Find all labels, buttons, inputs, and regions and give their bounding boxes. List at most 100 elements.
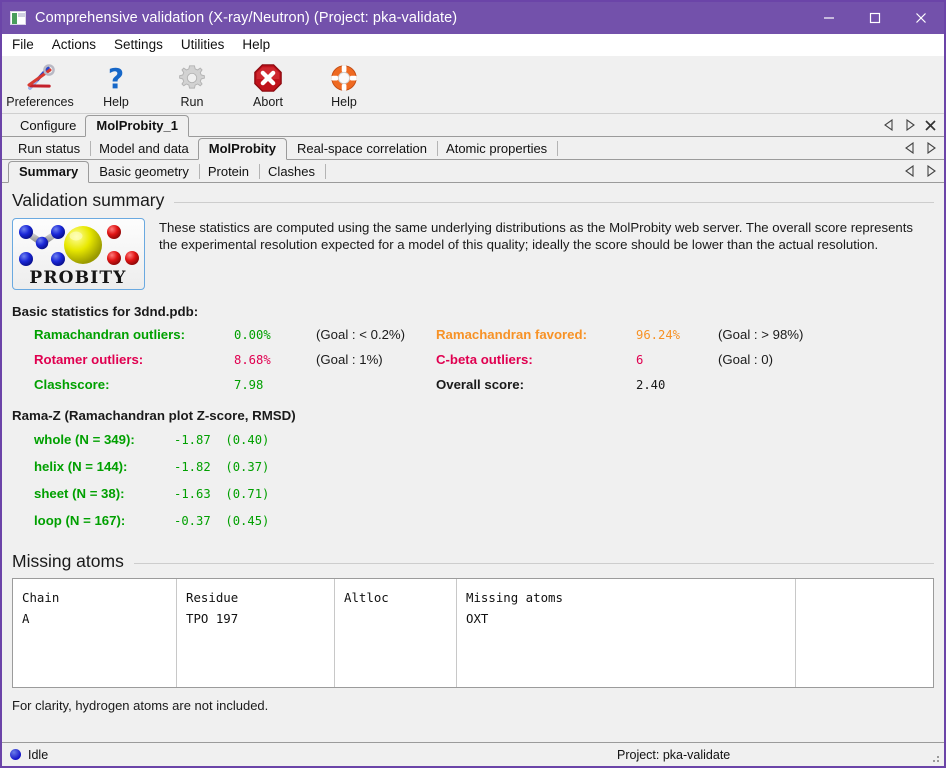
validation-summary-heading: Validation summary [12,183,934,211]
stat-label-rama-favored: Ramachandran favored: [436,327,587,342]
toolbar-help-button[interactable]: ? Help [78,58,154,112]
prev-arrow-icon[interactable] [879,116,898,135]
maximize-button[interactable] [852,2,898,34]
window-controls [806,2,944,34]
tab-spacer [556,138,566,159]
stat-value-rama-outliers: 0.00% [234,328,271,342]
stat-goal-cbeta-outliers: (Goal : 0) [718,352,773,367]
ramaz-value-loop: -0.37 (0.45) [174,514,270,528]
toolbar-help2-button[interactable]: Help [306,58,382,112]
tab-nav-level1 [879,114,944,136]
column-header-altloc: Altloc [344,590,389,605]
resize-grip[interactable] [929,752,941,764]
basic-stats-title: Basic statistics for 3dnd.pdb: [12,304,199,319]
heading-rule [174,201,934,203]
menu-actions[interactable]: Actions [51,37,97,52]
tab-model-and-data[interactable]: Model and data [89,138,198,159]
toolbar-run-button[interactable]: Run [154,58,230,112]
stat-value-rotamer-outliers: 8.68% [234,353,271,367]
question-mark-icon: ? [100,61,132,94]
stop-octagon-icon [252,61,284,94]
summary-row: PROBITY These statistics are computed us… [12,218,934,290]
svg-text:PROBITY: PROBITY [29,268,126,288]
missing-atoms-heading: Missing atoms [12,544,934,572]
tab-basic-geometry[interactable]: Basic geometry [99,163,189,179]
stat-goal-rama-outliers: (Goal : < 0.2%) [316,327,406,342]
missing-atoms-table[interactable]: Chain A Residue TPO 197 Altloc Missing a… [12,578,934,688]
menu-file[interactable]: File [12,37,34,52]
ramaz-label-helix: helix (N = 144): [34,459,128,474]
table-column-chain: Chain A [13,579,177,687]
stat-value-clashscore: 7.98 [234,378,264,392]
status-text: Idle [28,747,49,762]
toolbar-run-label: Run [180,95,204,109]
status-project-label: Project: pka-validate [617,747,731,762]
table-cell-chain: A [22,611,30,626]
tab-protein[interactable]: Protein [198,161,258,182]
missing-atoms-footnote: For clarity, hydrogen atoms are not incl… [12,698,269,713]
close-button[interactable] [898,2,944,34]
column-header-chain: Chain [22,590,60,605]
tab-molprobity[interactable]: MolProbity [197,138,287,160]
basic-statistics-grid: Ramachandran outliers: 0.00% (Goal : < 0… [12,327,934,392]
gear-icon [176,61,208,94]
prev-arrow-icon[interactable] [900,139,919,158]
molprobity-logo: PROBITY [12,218,145,290]
summary-description: These statistics are computed using the … [159,220,914,252]
close-tab-icon[interactable] [921,116,940,135]
column-header-missing-atoms: Missing atoms [466,590,563,605]
next-arrow-icon[interactable] [921,162,940,181]
stat-label-rotamer-outliers: Rotamer outliers: [34,352,144,367]
tab-summary[interactable]: Summary [8,161,90,183]
tab-nav-level2 [900,137,944,159]
menu-settings[interactable]: Settings [114,37,163,52]
stat-value-overall-score: 2.40 [636,378,666,392]
missing-atoms-title: Missing atoms [12,551,124,571]
tab-atomic-properties[interactable]: Atomic properties [436,138,556,159]
toolbar-preferences-button[interactable]: Preferences [2,58,78,112]
toolbar-help2-label: Help [331,95,357,109]
toolbar-preferences-label: Preferences [6,95,74,109]
ramaz-grid: whole (N = 349): -1.87 (0.40) helix (N =… [12,432,934,528]
menu-bar: File Actions Settings Utilities Help [2,34,944,56]
app-window-icon [10,11,26,25]
heading-rule-2 [133,562,934,564]
ramaz-label-sheet: sheet (N = 38): [34,486,125,501]
next-arrow-icon[interactable] [900,116,919,135]
validation-summary-title: Validation summary [12,190,165,210]
toolbar-abort-label: Abort [253,95,283,109]
stat-goal-rama-favored: (Goal : > 98%) [718,327,804,342]
table-column-altloc: Altloc [335,579,457,687]
window-title: Comprehensive validation (X-ray/Neutron)… [35,10,458,26]
toolbar-help-label: Help [103,95,129,109]
table-cell-missing-atoms: OXT [466,611,489,626]
ramaz-title: Rama-Z (Ramachandran plot Z-score, RMSD) [12,408,296,423]
tab-molprobity-1[interactable]: MolProbity_1 [85,115,189,137]
toolbar-abort-button[interactable]: Abort [230,58,306,112]
minimize-button[interactable] [806,2,852,34]
next-arrow-icon[interactable] [921,139,940,158]
ramaz-label-whole: whole (N = 349): [34,432,135,447]
title-bar: Comprehensive validation (X-ray/Neutron)… [2,2,944,34]
ramaz-value-helix: -1.82 (0.37) [174,460,270,474]
stat-label-clashscore: Clashscore: [34,377,110,392]
tab-bar-level1: Configure MolProbity_1 [2,114,944,137]
tab-run-status[interactable]: Run status [18,140,81,156]
tab-bar-level3: Summary Basic geometry Protein Clashes [2,160,944,183]
tab-real-space-correlation[interactable]: Real-space correlation [296,140,428,156]
stat-label-cbeta-outliers: C-beta outliers: [436,352,533,367]
stat-goal-rotamer-outliers: (Goal : 1%) [316,352,383,367]
ramaz-label-loop: loop (N = 167): [34,513,126,528]
tab-clashes[interactable]: Clashes [258,161,324,182]
tab-bar-level2: Run status Model and data MolProbity Rea… [2,137,944,160]
menu-utilities[interactable]: Utilities [180,37,225,52]
prev-arrow-icon[interactable] [900,162,919,181]
tab-configure[interactable]: Configure [20,117,77,133]
menu-help[interactable]: Help [242,37,271,52]
status-bar: Idle Project: pka-validate [2,742,944,766]
life-ring-icon [328,61,360,94]
tab-nav-level3 [900,160,944,182]
stat-value-rama-favored: 96.24% [636,328,681,342]
ramaz-value-whole: -1.87 (0.40) [174,433,270,447]
